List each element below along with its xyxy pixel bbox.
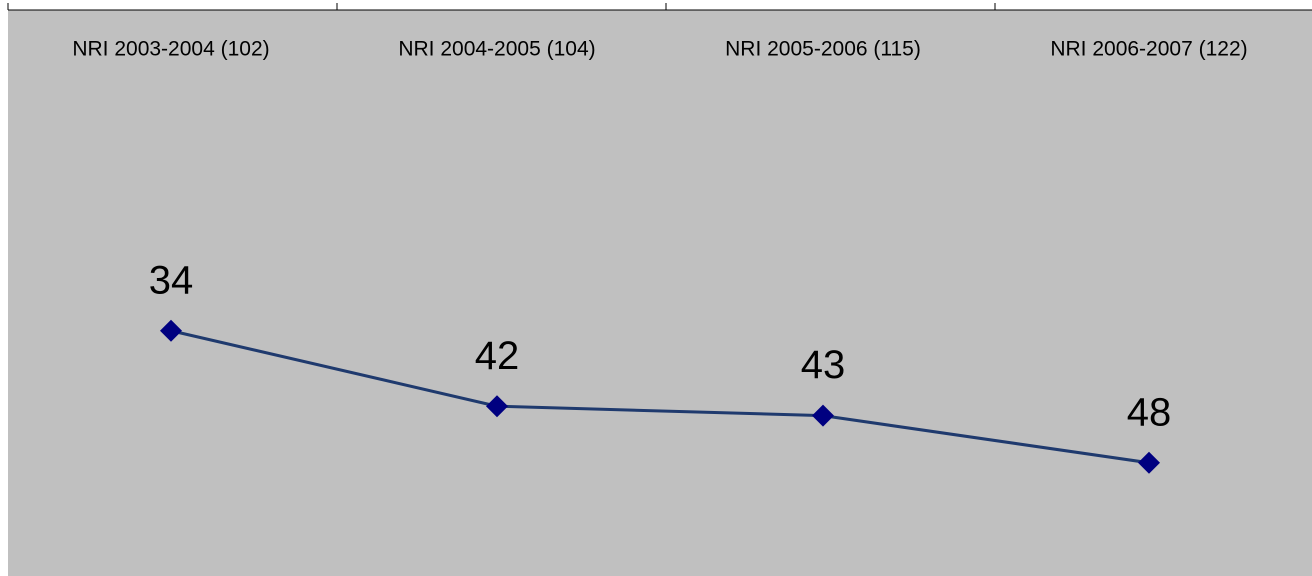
x-tick-label: NRI 2005-2006 (115) <box>725 38 921 61</box>
data-label: 48 <box>1127 390 1172 434</box>
x-tick-label: NRI 2004-2005 (104) <box>398 38 595 61</box>
marker <box>160 319 182 342</box>
data-label: 43 <box>801 343 846 387</box>
x-tick-label: NRI 2006-2007 (122) <box>1050 38 1247 61</box>
marker <box>812 404 834 427</box>
marker <box>1138 451 1160 474</box>
plot-area <box>8 10 1312 576</box>
marker <box>486 395 508 418</box>
data-label: 34 <box>149 258 194 302</box>
data-label: 42 <box>475 334 520 378</box>
series-line <box>170 329 1150 465</box>
x-tick-label: NRI 2003-2004 (102) <box>72 38 269 61</box>
